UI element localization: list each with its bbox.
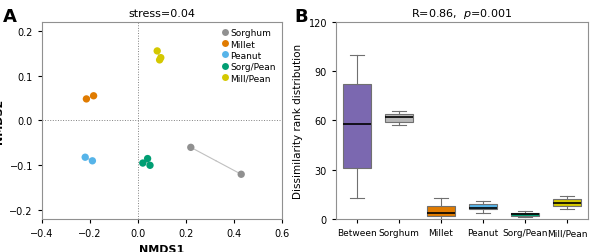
PathPatch shape <box>427 206 455 216</box>
Point <box>156 56 166 60</box>
Point <box>138 161 148 165</box>
PathPatch shape <box>343 85 371 168</box>
Point <box>145 164 155 168</box>
Point <box>155 59 164 63</box>
Text: A: A <box>3 8 17 25</box>
Legend: Sorghum, Millet, Peanut, Sorg/Pean, Mill/Pean: Sorghum, Millet, Peanut, Sorg/Pean, Mill… <box>221 27 277 85</box>
Text: B: B <box>294 8 308 25</box>
Point <box>143 157 152 161</box>
PathPatch shape <box>553 200 581 206</box>
Point <box>88 159 97 163</box>
Point <box>186 146 196 150</box>
Title: stress=0.04: stress=0.04 <box>128 9 196 19</box>
Y-axis label: Dissimilarity rank distribution: Dissimilarity rank distribution <box>293 44 303 198</box>
Point <box>80 155 90 160</box>
Point <box>89 94 98 98</box>
X-axis label: NMDS1: NMDS1 <box>139 244 185 252</box>
Point <box>82 98 91 102</box>
Point <box>236 173 246 177</box>
Title: R=0.86,  $\it{p}$=0.001: R=0.86, $\it{p}$=0.001 <box>412 7 512 21</box>
Point <box>152 50 162 54</box>
PathPatch shape <box>511 213 539 216</box>
Y-axis label: NMDS2: NMDS2 <box>0 99 4 143</box>
PathPatch shape <box>469 205 497 209</box>
PathPatch shape <box>385 114 413 122</box>
